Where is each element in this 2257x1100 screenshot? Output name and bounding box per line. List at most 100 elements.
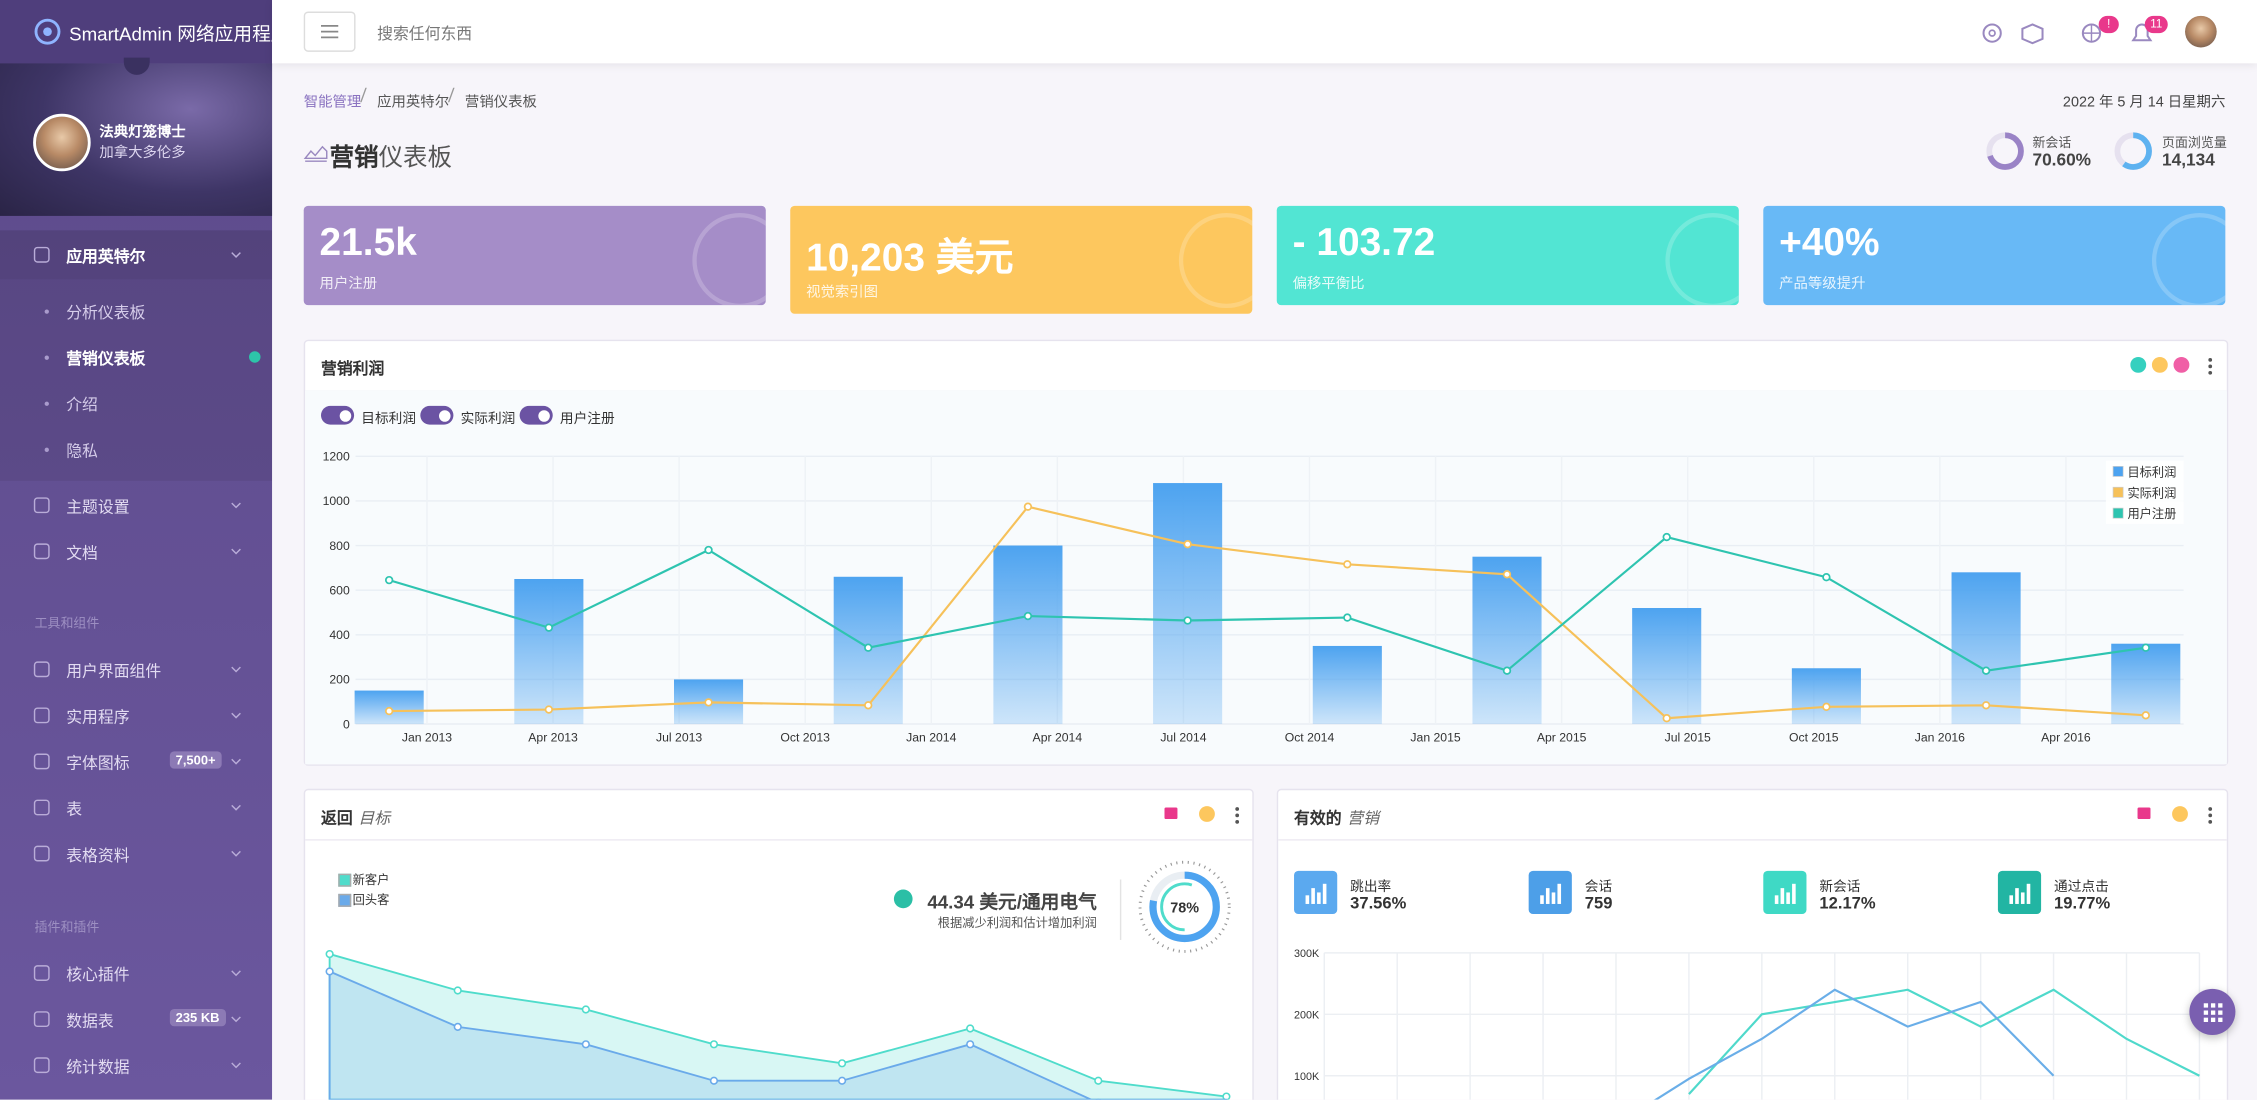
panel-title-em: 营销 bbox=[1347, 810, 1379, 828]
nav-section-title: 插件和插件 bbox=[34, 919, 100, 935]
stat-value: 14,134 bbox=[2162, 149, 2215, 170]
nav-subitem[interactable]: 分析仪表板 bbox=[66, 305, 146, 323]
up-icon bbox=[893, 889, 913, 909]
profile: 法典灯笼博士 加拿大多伦多 bbox=[0, 57, 273, 216]
stat-icon bbox=[1997, 870, 2042, 915]
panel-color-dot[interactable] bbox=[2130, 356, 2147, 373]
nav-item[interactable]: 应用英特尔 bbox=[66, 249, 146, 267]
legend-swatch bbox=[338, 893, 352, 907]
stat-label: 页面浏览量 bbox=[2162, 135, 2227, 150]
panel-title-main: 返回 bbox=[320, 810, 353, 828]
nav-dot bbox=[44, 447, 49, 452]
stat-tile: 10,203 美元视觉索引图 bbox=[790, 205, 1253, 314]
toggle[interactable] bbox=[320, 405, 355, 425]
user-avatar[interactable] bbox=[2185, 15, 2217, 48]
tile-value: - 103.72 bbox=[1292, 220, 1436, 264]
page-title-rest: 仪表板 bbox=[378, 143, 452, 172]
nav-item[interactable]: 统计数据 bbox=[66, 1059, 130, 1077]
nav-item[interactable]: 表 bbox=[66, 801, 83, 820]
panel-header bbox=[305, 790, 1253, 841]
badge: 11 bbox=[2144, 15, 2168, 34]
stat-tile: +40% 产品等级提升 bbox=[1763, 205, 2226, 306]
nav-item[interactable]: 实用程序 bbox=[66, 709, 130, 727]
tile-label: 产品等级提升 bbox=[1779, 276, 1866, 293]
nav-section-title: 工具和组件 bbox=[34, 616, 100, 631]
nav-item[interactable]: 文档 bbox=[66, 545, 98, 563]
toggle[interactable] bbox=[420, 405, 454, 425]
date: 2022 年 5 月 14 日星期六 bbox=[2062, 95, 2226, 111]
avatar[interactable] bbox=[33, 113, 91, 172]
toggle[interactable] bbox=[519, 405, 553, 425]
lock-icon[interactable] bbox=[2137, 807, 2151, 820]
page-title: 营销仪表板 bbox=[330, 137, 452, 173]
nav-item[interactable]: 用户界面组件 bbox=[66, 663, 162, 681]
panel-title-main: 有效的 bbox=[1294, 810, 1342, 828]
ring-track bbox=[1986, 132, 2024, 170]
shortcut-button[interactable] bbox=[2189, 988, 2236, 1035]
tile-value: 10,203 美元 bbox=[806, 236, 1014, 280]
nav-item[interactable]: 主题设置 bbox=[66, 499, 130, 517]
lock-icon[interactable] bbox=[1164, 807, 1178, 820]
effective-panel: 有效的 营销 跳出率 37.56% 会话 759 新会话 12.17% 通过点击 19.77% bbox=[1276, 788, 2229, 1100]
breadcrumb-item: 营销仪表板 bbox=[464, 95, 537, 111]
breadcrumb-item[interactable]: 应用英特尔 bbox=[377, 95, 450, 111]
nav-subitem[interactable]: 介绍 bbox=[66, 397, 98, 415]
user-name: 法典灯笼博士 bbox=[99, 125, 186, 142]
nav-subitem[interactable]: 营销仪表板 bbox=[66, 351, 146, 369]
toggle-label[interactable]: 目标利润 bbox=[361, 411, 417, 428]
legend-label: 新客户 bbox=[352, 872, 390, 887]
status-dot[interactable] bbox=[2172, 806, 2188, 822]
tile-label: 用户注册 bbox=[319, 276, 378, 293]
brand-logo bbox=[34, 18, 61, 45]
toggle-knob bbox=[536, 408, 552, 424]
subline: 根据减少利润和估计增加利润 bbox=[937, 915, 1097, 930]
ring-arc bbox=[1986, 132, 2024, 170]
stat-value: 37.56% bbox=[1350, 895, 1407, 913]
toggle-knob bbox=[338, 408, 353, 424]
brand-name[interactable]: SmartAdmin 网络应用程序 bbox=[69, 23, 290, 45]
panel-color-dot[interactable] bbox=[2173, 356, 2190, 373]
panel-title: 有效的 营销 bbox=[1294, 806, 1379, 829]
tile-deco bbox=[2151, 213, 2226, 306]
menu-button[interactable] bbox=[303, 11, 356, 52]
panel-menu[interactable] bbox=[1235, 806, 1240, 825]
badge: ! bbox=[2098, 15, 2119, 34]
active-indicator bbox=[249, 351, 261, 363]
search-input[interactable]: 搜索任何东西 bbox=[377, 25, 473, 44]
legend-swatch bbox=[338, 873, 352, 887]
nav-dot bbox=[44, 309, 49, 314]
nav-item[interactable]: 字体图标 bbox=[66, 755, 130, 773]
panel-menu[interactable] bbox=[2208, 357, 2213, 376]
nav-badge: 7,500+ bbox=[169, 751, 222, 769]
toggle-label[interactable]: 用户注册 bbox=[559, 411, 615, 428]
panel-menu[interactable] bbox=[2208, 806, 2213, 825]
panel-color-dot[interactable] bbox=[2151, 356, 2168, 373]
profit-panel: 营销利润目标利润 实际利润 用户注册 bbox=[303, 339, 2229, 766]
breadcrumb-item[interactable]: 智能管理 bbox=[303, 95, 362, 111]
stat-tile: 21.5k 用户注册 bbox=[303, 205, 766, 306]
panel-body-bg bbox=[305, 390, 2227, 765]
toggle-label[interactable]: 实际利润 bbox=[460, 411, 516, 428]
tile-label: 视觉索引图 bbox=[806, 285, 879, 301]
tile-deco bbox=[1665, 213, 1739, 306]
profile-toggle[interactable] bbox=[123, 57, 150, 75]
return-panel: 返回 目标 新客户 回头客 44.34 美元/通用电气 根据减少利润和估计增加利润 bbox=[303, 788, 1254, 1100]
panel-title: 营销利润 bbox=[320, 361, 385, 379]
stat-icon bbox=[1528, 870, 1572, 915]
stat-label: 会话 bbox=[1584, 879, 1613, 896]
stat-label: 新会话 bbox=[2032, 135, 2072, 150]
nav-badge: 235 KB bbox=[169, 1009, 226, 1027]
stat-tile: - 103.72 偏移平衡比 bbox=[1276, 205, 1739, 306]
nav-item[interactable]: 核心插件 bbox=[66, 967, 130, 985]
nav-item[interactable]: 表格资料 bbox=[66, 847, 130, 866]
status-dot[interactable] bbox=[1199, 806, 1215, 822]
nav-item[interactable]: 数据表 bbox=[66, 1013, 114, 1031]
panel-header bbox=[1278, 790, 2227, 841]
tile-value: 21.5k bbox=[319, 220, 417, 264]
nav-subitem[interactable]: 隐私 bbox=[66, 443, 98, 461]
sidebar: SmartAdmin 网络应用程序 法典灯笼博士 加拿大多伦多 应用英特尔分析仪… bbox=[0, 0, 290, 1100]
stat-icon bbox=[1294, 870, 1338, 915]
title-icon bbox=[303, 145, 328, 162]
